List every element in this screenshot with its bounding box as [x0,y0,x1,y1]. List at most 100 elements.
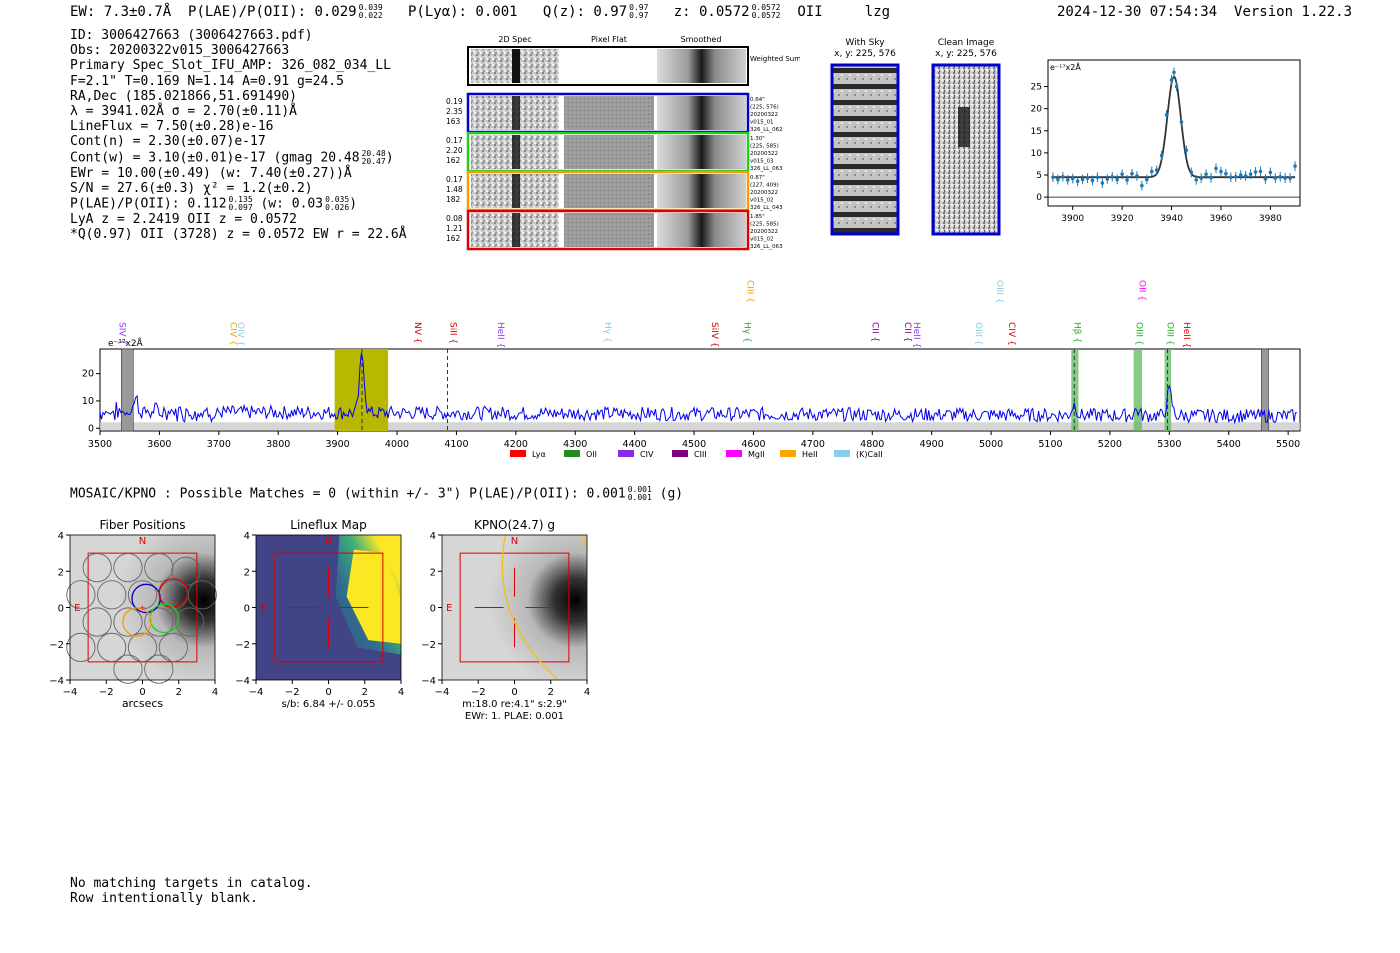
fit-data-point [1184,145,1189,156]
legend-entry: (K)CaII [834,450,883,459]
spectral-line-label: OII { [1137,280,1147,301]
spectrum-xtick-label: 3600 [147,439,171,450]
fit-data-point [1159,150,1164,161]
clean-xy: x, y: 225, 576 [935,49,997,59]
fit-data-point [1278,171,1283,182]
header-z-line: OII [797,4,823,20]
compass-east: E [446,603,452,614]
cutout-left-value: 1.48 [446,185,463,194]
cutout-left-value: 1.21 [446,224,463,233]
spectrum-ytick-label: 10 [82,396,94,407]
fit-data-point [1258,166,1263,177]
spectrum-masked-region [121,348,134,432]
fit-data-point [1204,169,1208,180]
cutout-right-value: 326_LL_063 [750,244,783,250]
fit-data-point [1056,174,1060,185]
legend-label: MgII [748,450,765,459]
fit-data-point [1105,174,1110,184]
clean-image [931,63,1001,236]
with-sky-label: With Sky [845,38,885,48]
compass-north: N [511,536,518,547]
legend-swatch [780,450,796,457]
cutout-smoothed [657,135,746,169]
fit-data-point [1169,75,1174,85]
fiber-circle [82,553,112,583]
spectral-line-label: SiII { [447,322,457,344]
weighted-sum-row: Weighted Sum [467,46,800,86]
info-q: *Q(0.97) OII (3728) z = 0.0572 EW r = 22… [70,227,407,243]
thumb-ytick-label: −4 [235,676,250,687]
fit-data-point [1100,178,1105,188]
cutout-right-value: 1.85" [750,214,765,220]
fiber-circle [66,632,96,662]
fit-units-label: e⁻¹⁷x2Å [1050,61,1081,72]
cutout-right-value: 0.87" [750,175,765,181]
clean-source-blob [958,107,970,147]
thumb-ytick-label: 4 [430,531,436,542]
spectral-line-label: HeII { [495,322,505,348]
thumb-xtick-label: −2 [99,687,114,698]
fit-axes-frame [1047,59,1301,207]
cutout-2dspec-line [512,174,520,208]
spectral-line-label: SiIV { [709,322,719,348]
info-sn: S/N = 27.6(±0.3) χ² = 1.2(±0.2) [70,180,313,196]
legend-swatch [726,450,742,457]
fiber-circle [113,654,143,684]
spectrum-xtick-label: 4800 [860,439,884,450]
thumbnail-title: Lineflux Map [290,518,366,532]
legend-swatch [564,450,580,457]
fit-data-point [1172,67,1176,78]
thumb-xtick-label: −2 [285,687,300,698]
cutout-right-value: 20200322 [750,151,778,157]
cutout-pixelflat [564,135,654,169]
thumb-ytick-label: −4 [421,676,436,687]
col-label-2dspec: 2D Spec [498,35,531,44]
spectral-line-label: CII { [902,322,912,342]
timestamp-version: 2024-12-30 07:54:34 Version 1.22.3 [1057,5,1352,20]
info-primary: Primary Spec_Slot_IFU_AMP: 326_082_034_L… [70,58,391,74]
legend-label: CIII [694,450,707,459]
footer-line1: No matching targets in catalog. [70,876,313,891]
spectrum-xtick-label: 4500 [682,439,706,450]
spectral-line-label: Hβ { [1071,322,1081,343]
fit-data-point [1120,169,1124,180]
legend-label: HeII [802,450,818,459]
spectrum-emission-band [1071,349,1079,431]
fit-data-point [1293,161,1297,172]
spectral-line-label: HeII { [911,322,921,348]
spectrum-xtick-label: 4000 [385,439,409,450]
spectrum-line-highlight [334,349,389,431]
spectrum-masked-region [1261,348,1269,432]
cutout-right-value: (225, 585) [750,222,779,228]
thumb-xtick-label: 4 [398,687,404,698]
spectrum-xtick-label: 3900 [326,439,350,450]
legend-entry: HeII [780,450,818,459]
cutout-smoothed [657,96,746,130]
col-label-smoothed: Smoothed [681,35,722,44]
cutout-right-value: (227, 409) [750,183,779,189]
header-qz: Q(z): 0.97 [542,4,628,20]
fit-ytick-label: 0 [1036,193,1042,203]
thumb-ytick-label: 0 [430,604,436,615]
spectral-line-label: OIII { [1165,322,1175,346]
spectral-line-label: CIII { [745,280,755,303]
fit-data-point [1273,173,1278,183]
thumb-ytick-label: −2 [235,640,250,651]
cutout-right-value: 0.64" [750,97,765,103]
fit-ytick-label: 20 [1031,105,1043,115]
fit-data-point [1224,168,1228,179]
thumb-xtick-label: 2 [362,687,368,698]
fit-data-point [1065,175,1070,185]
fiber-circle [113,607,143,637]
weighted-sum-label: Weighted Sum [750,55,800,63]
info-contw-text: Cont(w) = 3.10(±0.01)e-17 (gmag 20.48 [70,150,360,166]
header-flag: lzg [864,4,891,20]
spectrum-xtick-label: 4900 [920,439,944,450]
spectrum-xtick-label: 5500 [1276,439,1300,450]
thumb-ytick-label: 0 [244,604,250,615]
with-sky-xy: x, y: 225, 576 [834,49,896,59]
thumb-ytick-label: 4 [244,531,250,542]
fit-data-point [1075,176,1080,187]
fit-data-point [1253,167,1258,177]
